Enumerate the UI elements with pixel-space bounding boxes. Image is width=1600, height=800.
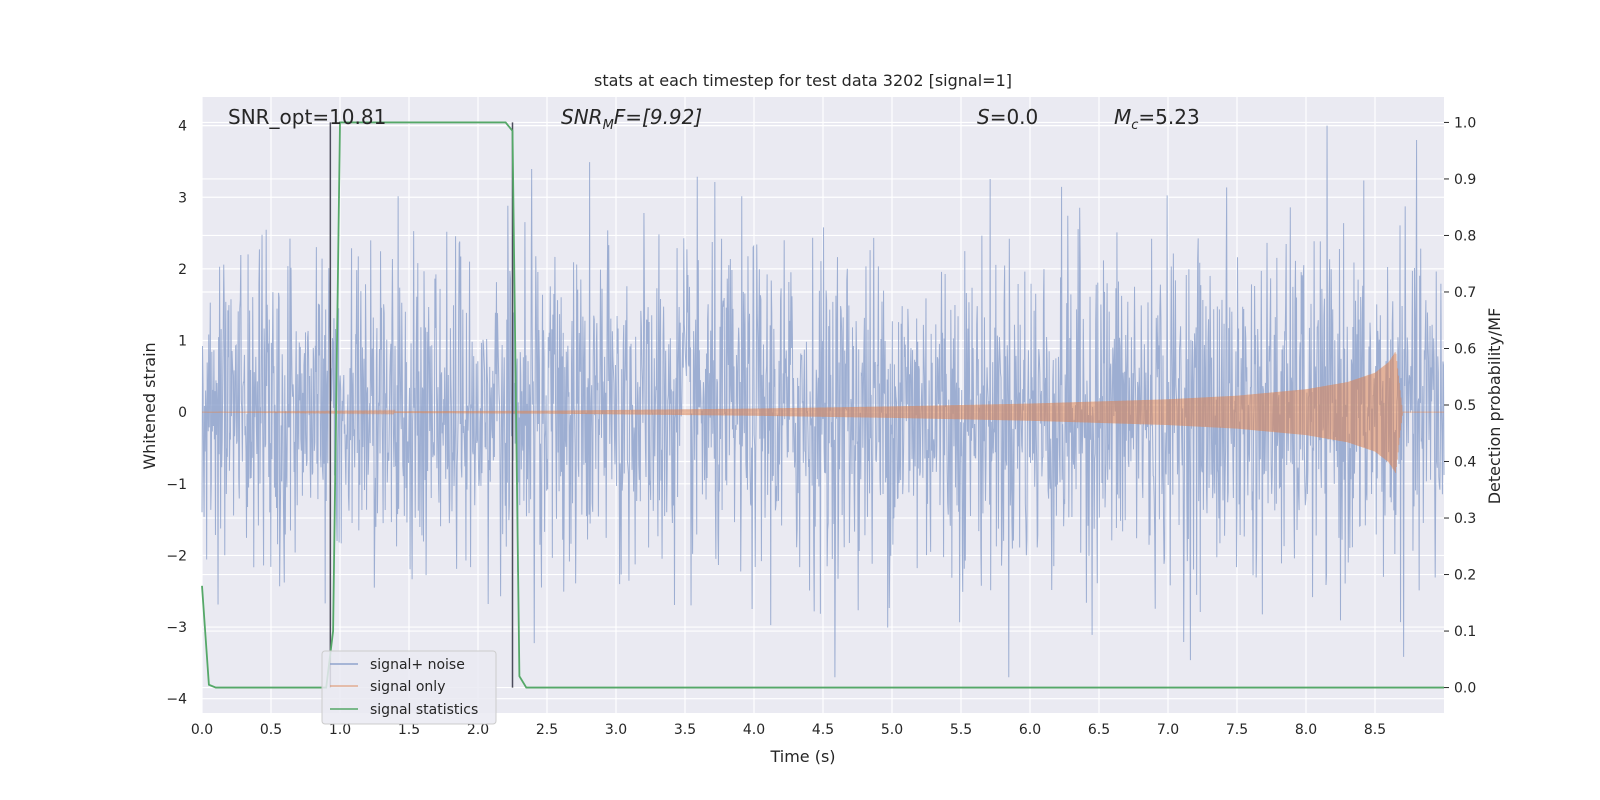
x-tick-label: 3.0 (605, 722, 627, 738)
signal-only-line (202, 352, 1444, 473)
annotation-snr-mf: SNRMF=[9.92] (561, 105, 702, 133)
y-axis-ticks: 4 3 2 1 0 −1 −2 −3 −4 (166, 119, 187, 708)
x-axis-label: Time (s) (769, 747, 835, 766)
snr-mf-rest: F=[9.92] (614, 105, 702, 129)
x-tick-label: 7.0 (1157, 722, 1179, 738)
signal-noise-line (201, 125, 1445, 678)
x-tick-label: 3.5 (674, 722, 696, 738)
x-tick-label: 5.0 (881, 722, 903, 738)
annotation-mc: Mc=5.23 (1114, 105, 1200, 133)
x-tick-label: 4.5 (812, 722, 834, 738)
y2-tick-label: 0.2 (1454, 568, 1476, 584)
y2-tick-label: 0.3 (1454, 511, 1476, 527)
mc-sub: c (1131, 118, 1138, 133)
y2-tick-label: 0.7 (1454, 285, 1476, 301)
x-tick-label: 7.5 (1226, 722, 1248, 738)
y2-axis-label: Detection probability/MF (1485, 308, 1504, 505)
y-tick-label: −4 (166, 692, 187, 708)
y-tick-label: −1 (166, 477, 187, 493)
series-signal-statistics (201, 121, 1444, 689)
x-tick-label: 8.5 (1364, 722, 1386, 738)
x-tick-label: 0.5 (260, 722, 282, 738)
y2-axis-ticks: 1.0 0.9 0.8 0.7 0.6 0.5 0.4 0.3 0.2 0.1 0.0 (1444, 115, 1476, 697)
x-tick-label: 4.0 (743, 722, 765, 738)
y2-tick-label: 1.0 (1454, 115, 1476, 131)
y-tick-label: 4 (178, 119, 187, 135)
y-tick-label: 1 (178, 334, 187, 350)
y-tick-label: −3 (166, 620, 187, 636)
x-tick-label: 0.0 (191, 722, 213, 738)
y2-tick-label: 0.9 (1454, 172, 1476, 188)
annotation-snr-opt: SNR_opt=10.81 (228, 105, 386, 129)
x-tick-label: 2.5 (536, 722, 558, 738)
s-main: S (977, 105, 990, 129)
y2-tick-label: 0.5 (1454, 398, 1476, 414)
legend-item-signal-only: signal only (370, 679, 445, 695)
series-signal-only (202, 352, 1444, 473)
legend-box (321, 650, 497, 725)
x-tick-label: 5.5 (950, 722, 972, 738)
y-tick-label: 0 (178, 405, 187, 421)
legend: signal+ noise signal only signal statist… (321, 650, 497, 725)
chart-title: stats at each timestep for test data 320… (594, 71, 1012, 90)
x-tick-label: 2.0 (467, 722, 489, 738)
y-tick-label: 3 (178, 190, 187, 206)
x-tick-label: 6.0 (1019, 722, 1041, 738)
x-tick-label: 1.0 (329, 722, 351, 738)
y-tick-label: 2 (178, 262, 187, 278)
y2-tick-label: 0.0 (1454, 681, 1476, 697)
legend-item-signal-noise: signal+ noise (370, 657, 465, 673)
signal-statistics-line (201, 121, 1444, 689)
vertical-markers (329, 122, 514, 688)
mc-main: M (1114, 105, 1131, 129)
x-tick-label: 1.5 (398, 722, 420, 738)
legend-item-signal-statistics: signal statistics (370, 702, 478, 718)
y2-tick-label: 0.1 (1454, 624, 1476, 640)
x-axis-ticks: 0.0 0.5 1.0 1.5 2.0 2.5 3.0 3.5 4.0 4.5 5.0 5.5 6.0 6… (191, 722, 1386, 738)
snr-mf-sub: M (603, 118, 614, 133)
y2-tick-label: 0.6 (1454, 341, 1476, 357)
annotation-s: S=0.0 (977, 105, 1038, 129)
snr-mf-main: SNR (561, 105, 603, 129)
x-tick-label: 8.0 (1295, 722, 1317, 738)
series-signal-noise (201, 125, 1445, 678)
y-tick-label: −2 (166, 548, 187, 564)
x-tick-label: 6.5 (1088, 722, 1110, 738)
y2-tick-label: 0.4 (1454, 455, 1476, 471)
s-rest: =0.0 (990, 105, 1039, 129)
y2-tick-label: 0.8 (1454, 228, 1476, 244)
y-axis-label: Whitened strain (140, 342, 159, 469)
mc-rest: =5.23 (1138, 105, 1199, 129)
